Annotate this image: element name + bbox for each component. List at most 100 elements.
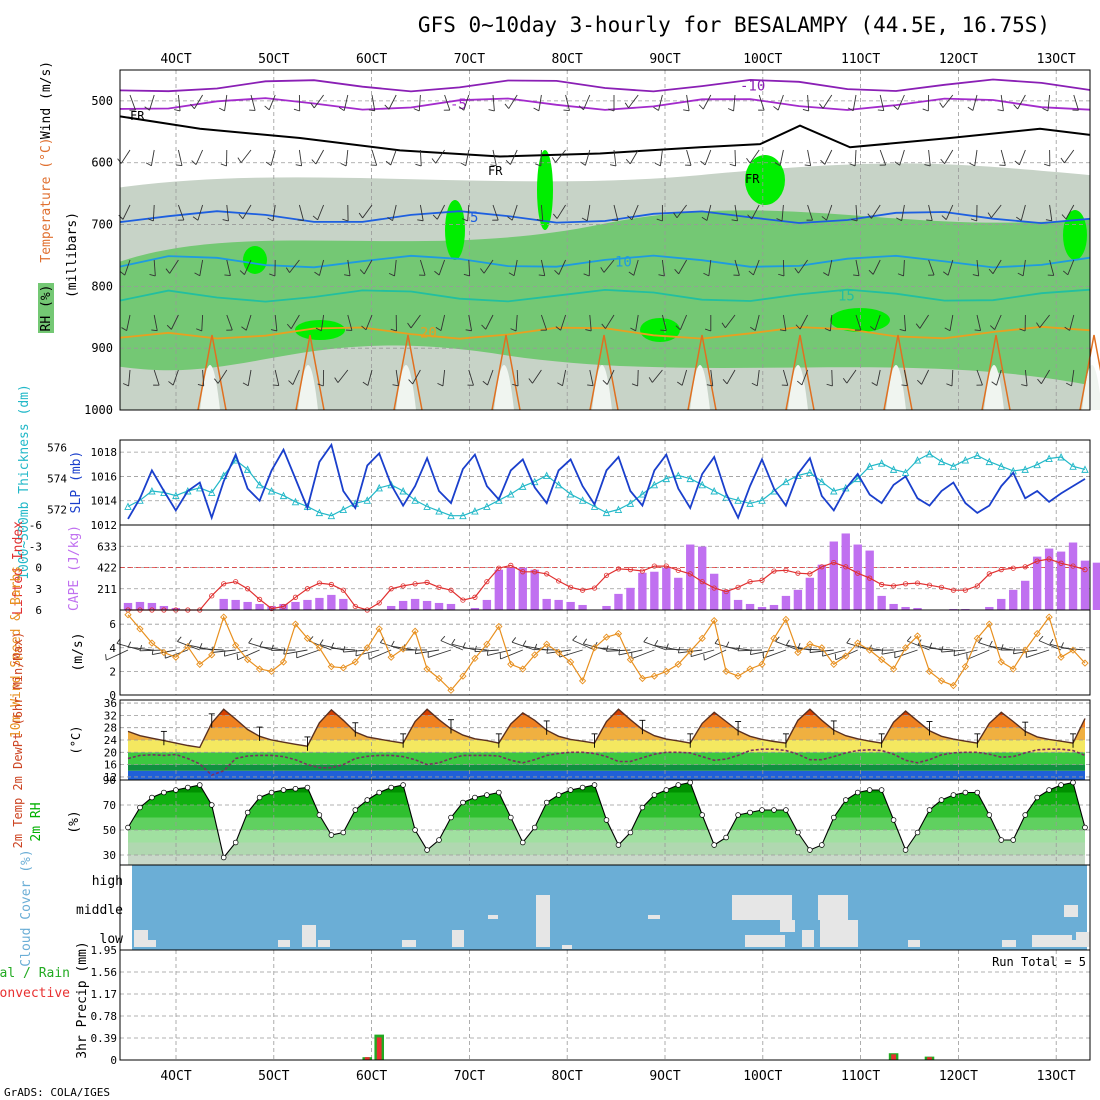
- thickness-point: [865, 462, 874, 470]
- date-tick-label: 4OCT: [160, 1069, 191, 1084]
- wind-barb: [648, 377, 653, 383]
- y-tick-label: 90: [103, 774, 116, 787]
- thickness-point: [399, 486, 407, 495]
- wind-barb: [653, 106, 659, 111]
- wind-barb: [190, 103, 195, 110]
- wind-barb: [147, 218, 154, 222]
- temp-line: [127, 708, 1086, 749]
- wind-barb: [947, 259, 954, 276]
- wind-barb: [199, 259, 204, 276]
- wind-barb: [949, 314, 954, 331]
- wind-barb: [627, 215, 633, 221]
- lifted-index-point: [723, 588, 729, 595]
- wind-speed-point: [220, 613, 228, 621]
- isotherm-label: -10: [740, 78, 765, 94]
- thickness-point: [387, 480, 395, 489]
- wind-speed-point: [937, 677, 946, 685]
- wind-speed-point: [184, 642, 192, 651]
- date-tick-label: 11OCT: [841, 1069, 880, 1084]
- lifted-index-point: [256, 596, 263, 602]
- wind-barb: [434, 270, 440, 276]
- wind-barb: [804, 164, 811, 167]
- wind-barb: [584, 149, 591, 166]
- temp-band: [128, 709, 1085, 716]
- rh-point: [998, 837, 1005, 843]
- wind-barb: [259, 641, 263, 647]
- wind-barb: [779, 149, 784, 166]
- rh-point: [890, 817, 897, 823]
- wind-barb: [390, 149, 397, 166]
- thickness-point: [519, 482, 527, 490]
- wind-barb: [855, 204, 858, 221]
- cape-bar: [1080, 560, 1090, 610]
- wind-barb: [633, 259, 639, 276]
- wind10m-panel: 6 4 2 0 10m Wind Speed & Barbs (m/s): [9, 566, 1091, 738]
- cloud-block: [802, 930, 814, 947]
- wind-barb: [940, 158, 945, 165]
- wind-barb: [540, 314, 548, 331]
- cloud-level-label: high: [92, 874, 123, 889]
- thickness-point: [889, 465, 898, 473]
- lifted-index-point: [615, 566, 622, 572]
- wind-barb: [532, 369, 542, 384]
- lifted-index-point: [1046, 556, 1052, 562]
- wind-barb: [338, 107, 345, 111]
- y-tick-label: 1.56: [91, 966, 118, 979]
- wind10m-units: (m/s): [71, 632, 86, 671]
- wind-barb: [703, 654, 705, 661]
- isotherm-label: 10: [615, 255, 632, 271]
- wind-speed-point: [686, 647, 694, 655]
- wind-barb: [145, 162, 152, 167]
- thickness-point: [985, 457, 994, 466]
- rh-point: [316, 812, 323, 818]
- wind-barb: [315, 327, 322, 332]
- date-tick-label: 6OCT: [356, 1069, 387, 1084]
- wind-speed-point: [889, 665, 898, 673]
- cape-bar: [135, 601, 145, 610]
- thickness-point: [614, 505, 623, 513]
- cloud-block: [745, 935, 785, 947]
- wind-barb: [703, 272, 710, 277]
- wind-barb: [202, 369, 205, 386]
- wind-speed-point: [650, 672, 658, 680]
- surface-isotherm: [197, 334, 227, 411]
- cloud-block: [488, 915, 498, 919]
- surface-isotherm: [981, 334, 1011, 411]
- wind-barb: [129, 94, 136, 111]
- lifted-index-point: [1082, 567, 1088, 573]
- cape-bar: [171, 607, 181, 610]
- cape-bar: [614, 593, 623, 610]
- y-tick-label: 574: [47, 473, 67, 486]
- wind-barb: [572, 639, 595, 651]
- thickness-point: [650, 480, 659, 489]
- isotherm-label: -5: [450, 97, 467, 113]
- rh-point: [197, 782, 203, 788]
- wind-barb: [826, 204, 833, 221]
- wind-speed-point: [830, 660, 838, 668]
- rh-band: [128, 817, 1085, 830]
- wind-speed-point: [985, 620, 993, 628]
- wind-barb: [319, 639, 324, 645]
- thickness-point: [279, 491, 288, 500]
- wind-barb: [896, 217, 902, 222]
- wind-barb: [751, 204, 760, 220]
- wind-barb: [589, 369, 594, 386]
- rh-point: [460, 799, 466, 806]
- wind-barb: [587, 384, 594, 387]
- rh-core: [1063, 210, 1087, 260]
- wind-barb: [781, 204, 784, 221]
- wind-barb: [556, 204, 566, 219]
- lifted-index-point: [448, 587, 454, 593]
- wind-barb: [224, 274, 231, 277]
- wind-barb: [105, 654, 107, 661]
- thickness-point: [746, 499, 754, 507]
- wind-barb: [738, 649, 763, 652]
- wind-barb: [702, 94, 712, 110]
- temp-band: [128, 740, 1085, 753]
- wind-speed-point: [279, 658, 288, 666]
- lifted-index-point: [890, 583, 897, 589]
- wind-barb: [970, 218, 977, 222]
- wind-barb: [538, 274, 545, 277]
- wind-barb: [942, 271, 949, 276]
- wind-barb: [987, 212, 992, 218]
